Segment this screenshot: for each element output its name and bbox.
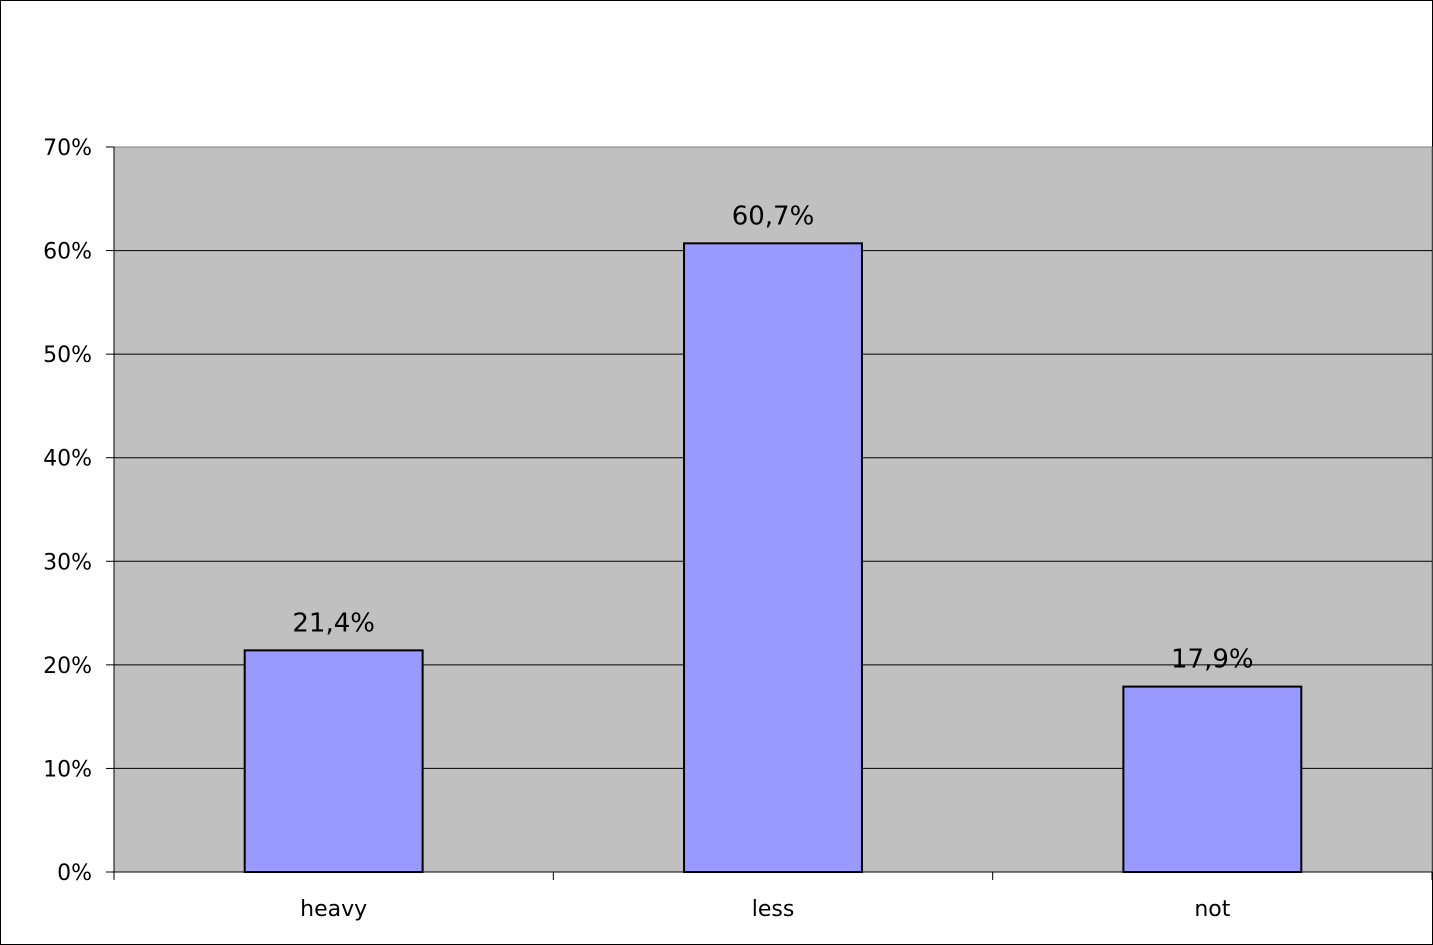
x-tick-label-less: less — [752, 897, 795, 922]
y-tick-label: 20% — [43, 654, 92, 679]
y-tick-label: 10% — [43, 757, 92, 782]
y-tick-label: 40% — [43, 447, 92, 472]
bar-less — [683, 242, 863, 874]
bar-heavy — [243, 649, 424, 873]
bar-not — [1122, 685, 1303, 873]
y-tick-label: 30% — [43, 550, 92, 575]
y-tick-label: 0% — [57, 861, 92, 886]
y-tick-label: 60% — [43, 240, 92, 265]
data-label-heavy: 21,4% — [292, 608, 375, 638]
x-tick-label-not: not — [1194, 897, 1230, 922]
data-labels: 21,4% 60,7% 17,9% — [292, 201, 1253, 674]
y-tick-label: 50% — [43, 343, 92, 368]
y-axis: 0% 10% 20% 30% 40% 50% 60% 70% — [43, 136, 115, 886]
data-label-not: 17,9% — [1171, 645, 1254, 675]
x-tick-label-heavy: heavy — [300, 897, 367, 922]
y-tick-label: 70% — [43, 136, 92, 161]
data-label-less: 60,7% — [732, 201, 815, 231]
bars — [243, 242, 1303, 874]
x-axis: heavy less not — [113, 871, 1433, 922]
